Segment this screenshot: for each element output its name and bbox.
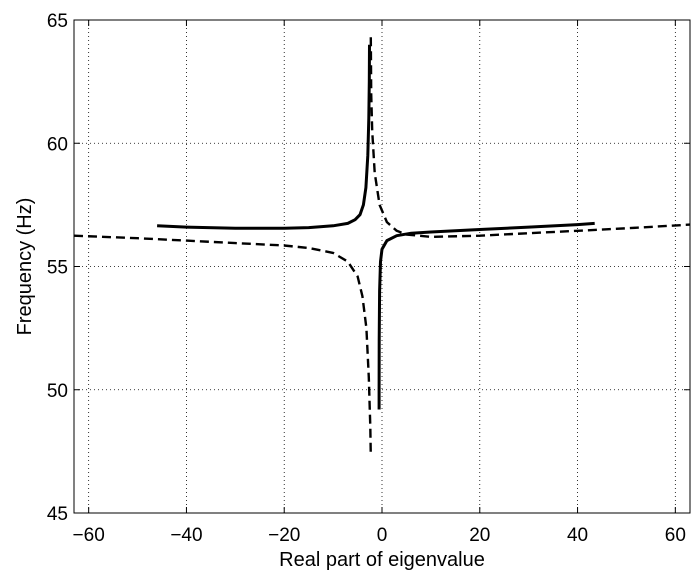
ticks (74, 19, 690, 514)
y-tick-label: 45 (47, 504, 68, 525)
series-group (73, 37, 691, 457)
y-axis-label: Frequency (Hz) (14, 198, 36, 336)
x-tick-label: 20 (469, 525, 490, 546)
y-tick-label: 60 (47, 134, 68, 155)
y-tick-label: 50 (47, 381, 68, 402)
x-tick-label: −40 (170, 525, 202, 546)
x-tick-labels: −60 −40 −20 0 20 40 60 (73, 525, 686, 546)
x-tick-label: 60 (665, 525, 686, 546)
x-axis-label: Real part of eigenvalue (279, 549, 485, 571)
y-tick-label: 65 (47, 11, 68, 32)
series-line-1 (157, 44, 371, 230)
y-tick-labels: 45 50 55 60 65 (47, 11, 68, 525)
series-line-2 (377, 221, 595, 410)
x-tick-label: −60 (73, 525, 105, 546)
x-tick-label: 0 (377, 525, 388, 546)
series-line-4 (369, 37, 691, 239)
grid (74, 19, 690, 514)
x-tick-label: −20 (268, 525, 300, 546)
x-tick-label: 40 (567, 525, 588, 546)
y-tick-label: 55 (47, 258, 68, 279)
series-line-3 (73, 234, 372, 457)
